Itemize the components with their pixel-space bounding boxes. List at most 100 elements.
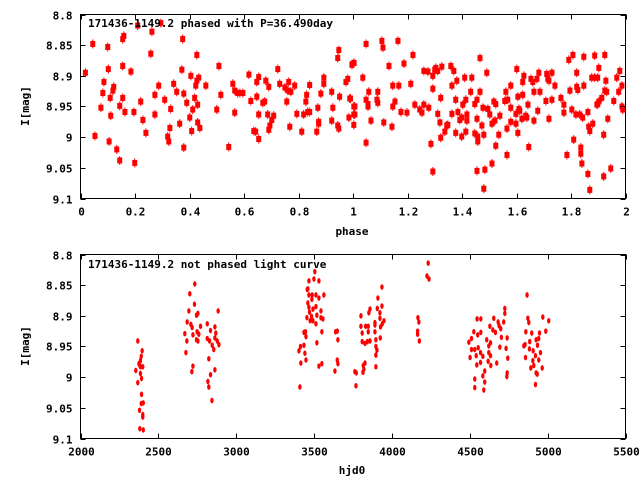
data-point bbox=[122, 107, 128, 117]
data-point bbox=[529, 365, 533, 371]
data-point bbox=[380, 284, 384, 290]
phased-y-axis-label: I[mag] bbox=[19, 86, 32, 126]
data-point bbox=[546, 114, 552, 124]
data-point bbox=[493, 329, 498, 336]
data-point bbox=[305, 286, 309, 293]
data-point bbox=[525, 100, 531, 110]
data-point bbox=[543, 96, 549, 106]
data-point bbox=[520, 90, 526, 100]
data-point bbox=[578, 149, 584, 159]
phased-x-tick-label: 0 bbox=[78, 206, 85, 219]
data-point bbox=[448, 61, 454, 71]
data-point bbox=[419, 108, 425, 118]
data-point bbox=[166, 136, 172, 146]
data-point bbox=[380, 43, 386, 53]
data-point bbox=[275, 64, 281, 74]
data-point bbox=[183, 330, 187, 337]
data-point bbox=[105, 42, 111, 52]
data-point bbox=[195, 100, 201, 110]
data-point bbox=[421, 66, 427, 76]
data-point bbox=[474, 352, 478, 359]
data-point bbox=[310, 296, 314, 303]
data-point bbox=[537, 357, 541, 363]
data-point bbox=[462, 73, 468, 83]
unphased-x-tick-label: 3500 bbox=[301, 446, 328, 459]
data-point bbox=[105, 64, 111, 74]
data-point bbox=[592, 51, 598, 61]
data-point bbox=[469, 73, 475, 83]
data-point bbox=[489, 362, 493, 369]
data-point bbox=[503, 87, 509, 97]
data-point bbox=[481, 373, 485, 379]
data-point bbox=[285, 86, 291, 96]
data-point bbox=[587, 126, 593, 136]
phased-y-tick-label: 8.9 bbox=[53, 71, 73, 84]
data-point bbox=[305, 314, 309, 321]
data-point bbox=[208, 327, 213, 334]
data-point bbox=[351, 120, 357, 130]
data-point bbox=[531, 87, 537, 97]
data-point bbox=[174, 87, 180, 97]
data-point bbox=[570, 50, 576, 60]
data-point bbox=[256, 134, 262, 144]
data-point bbox=[232, 86, 238, 96]
data-point bbox=[533, 381, 538, 388]
data-point bbox=[298, 384, 302, 390]
data-point bbox=[601, 171, 607, 181]
data-point bbox=[148, 49, 154, 59]
data-point bbox=[577, 109, 583, 119]
data-point bbox=[537, 335, 541, 342]
data-point bbox=[188, 71, 194, 81]
data-point bbox=[463, 95, 469, 105]
data-point bbox=[549, 68, 555, 78]
data-point bbox=[294, 109, 300, 119]
data-point bbox=[310, 292, 314, 298]
data-point bbox=[335, 53, 341, 63]
data-point bbox=[286, 77, 292, 87]
data-point bbox=[496, 130, 502, 140]
data-point bbox=[487, 343, 491, 349]
data-point bbox=[360, 330, 364, 336]
data-point bbox=[530, 330, 534, 336]
data-point bbox=[375, 87, 381, 97]
data-point bbox=[171, 79, 177, 89]
data-point bbox=[373, 322, 377, 328]
data-point bbox=[502, 96, 508, 106]
data-point bbox=[111, 82, 117, 92]
data-point bbox=[489, 119, 495, 129]
phased-y-tick-label: 9.05 bbox=[46, 163, 73, 176]
data-point bbox=[132, 158, 138, 168]
data-point bbox=[317, 363, 321, 369]
data-point bbox=[206, 378, 210, 385]
data-point bbox=[191, 363, 195, 369]
data-point bbox=[100, 88, 106, 98]
data-point bbox=[484, 68, 490, 78]
phased-x-tick-label: 1.2 bbox=[399, 206, 419, 219]
data-point bbox=[488, 352, 493, 359]
data-point bbox=[374, 352, 378, 358]
data-point bbox=[580, 113, 586, 123]
data-point bbox=[528, 338, 532, 345]
data-point bbox=[493, 99, 499, 109]
data-point bbox=[308, 317, 312, 324]
data-point bbox=[184, 349, 188, 356]
data-point bbox=[185, 319, 189, 325]
data-point bbox=[374, 336, 378, 343]
data-point bbox=[98, 103, 104, 113]
data-point bbox=[101, 77, 107, 87]
data-point bbox=[474, 166, 480, 176]
data-point bbox=[187, 113, 193, 123]
data-point bbox=[381, 117, 387, 127]
data-point bbox=[162, 95, 168, 105]
data-point bbox=[426, 103, 432, 113]
data-point bbox=[477, 87, 483, 97]
data-point bbox=[575, 85, 581, 95]
data-point bbox=[476, 344, 480, 351]
data-point bbox=[138, 97, 144, 107]
data-point bbox=[482, 165, 488, 175]
data-point bbox=[266, 82, 272, 92]
data-point bbox=[192, 93, 198, 103]
data-point bbox=[335, 328, 339, 334]
data-point bbox=[389, 122, 395, 132]
data-point bbox=[134, 367, 138, 374]
